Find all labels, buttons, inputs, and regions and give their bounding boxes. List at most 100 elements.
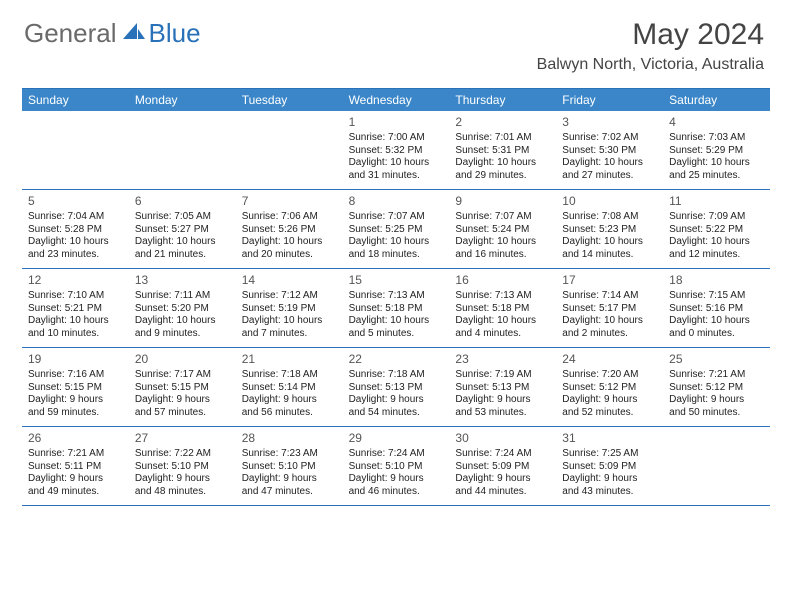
daylight-text-b: and 10 minutes. <box>28 328 123 341</box>
daylight-text-b: and 53 minutes. <box>455 407 550 420</box>
sunrise-text: Sunrise: 7:19 AM <box>455 369 550 382</box>
sunrise-text: Sunrise: 7:13 AM <box>349 290 444 303</box>
sunrise-text: Sunrise: 7:06 AM <box>242 211 337 224</box>
daylight-text-b: and 44 minutes. <box>455 486 550 499</box>
month-title: May 2024 <box>537 18 764 52</box>
logo: General Blue <box>24 18 201 49</box>
daylight-text-a: Daylight: 9 hours <box>135 473 230 486</box>
dayname-wednesday: Wednesday <box>343 89 450 111</box>
daylight-text-a: Daylight: 9 hours <box>349 473 444 486</box>
empty-cell <box>22 111 129 189</box>
sunset-text: Sunset: 5:18 PM <box>455 303 550 316</box>
day-number: 2 <box>455 115 550 130</box>
day-number: 1 <box>349 115 444 130</box>
daylight-text-b: and 29 minutes. <box>455 170 550 183</box>
daylight-text-a: Daylight: 10 hours <box>455 157 550 170</box>
daylight-text-b: and 57 minutes. <box>135 407 230 420</box>
daylight-text-a: Daylight: 9 hours <box>455 473 550 486</box>
dayname-thursday: Thursday <box>449 89 556 111</box>
daylight-text-b: and 0 minutes. <box>669 328 764 341</box>
dayname-saturday: Saturday <box>663 89 770 111</box>
sunrise-text: Sunrise: 7:23 AM <box>242 448 337 461</box>
daylight-text-b: and 5 minutes. <box>349 328 444 341</box>
daylight-text-b: and 48 minutes. <box>135 486 230 499</box>
sunrise-text: Sunrise: 7:12 AM <box>242 290 337 303</box>
empty-cell <box>663 427 770 505</box>
day-number: 30 <box>455 431 550 446</box>
day-number: 27 <box>135 431 230 446</box>
daylight-text-b: and 21 minutes. <box>135 249 230 262</box>
day-cell: 13Sunrise: 7:11 AMSunset: 5:20 PMDayligh… <box>129 269 236 347</box>
daylight-text-b: and 52 minutes. <box>562 407 657 420</box>
day-cell: 31Sunrise: 7:25 AMSunset: 5:09 PMDayligh… <box>556 427 663 505</box>
sunset-text: Sunset: 5:23 PM <box>562 224 657 237</box>
daylight-text-a: Daylight: 10 hours <box>455 236 550 249</box>
dayname-friday: Friday <box>556 89 663 111</box>
logo-text-blue: Blue <box>149 18 201 49</box>
daylight-text-b: and 20 minutes. <box>242 249 337 262</box>
daylight-text-b: and 54 minutes. <box>349 407 444 420</box>
day-cell: 7Sunrise: 7:06 AMSunset: 5:26 PMDaylight… <box>236 190 343 268</box>
day-cell: 19 Sunrise: 7:16 AMSunset: 5:15 PMDayligh… <box>22 348 129 426</box>
day-cell: 2Sunrise: 7:01 AMSunset: 5:31 PMDaylight… <box>449 111 556 189</box>
week-row: 26Sunrise: 7:21 AMSunset: 5:11 PMDayligh… <box>22 427 770 506</box>
sunset-text: Sunset: 5:15 PM <box>28 382 123 395</box>
day-number: 10 <box>562 194 657 209</box>
sunset-text: Sunset: 5:10 PM <box>349 461 444 474</box>
sunset-text: Sunset: 5:29 PM <box>669 145 764 158</box>
day-cell: 9Sunrise: 7:07 AMSunset: 5:24 PMDaylight… <box>449 190 556 268</box>
sunset-text: Sunset: 5:13 PM <box>455 382 550 395</box>
sunset-text: Sunset: 5:21 PM <box>28 303 123 316</box>
daylight-text-b: and 2 minutes. <box>562 328 657 341</box>
header-right: May 2024 Balwyn North, Victoria, Austral… <box>537 18 764 74</box>
daylight-text-b: and 50 minutes. <box>669 407 764 420</box>
sunrise-text: Sunrise: 7:10 AM <box>28 290 123 303</box>
sunrise-text: Sunrise: 7:15 AM <box>669 290 764 303</box>
daylight-text-a: Daylight: 10 hours <box>455 315 550 328</box>
daylight-text-b: and 31 minutes. <box>349 170 444 183</box>
sunrise-text: Sunrise: 7:08 AM <box>562 211 657 224</box>
sunrise-text: Sunrise: 7:22 AM <box>135 448 230 461</box>
daylight-text-a: Daylight: 9 hours <box>28 394 123 407</box>
daylight-text-a: Daylight: 10 hours <box>349 157 444 170</box>
logo-sail-icon <box>121 21 147 46</box>
day-number: 28 <box>242 431 337 446</box>
day-number: 16 <box>455 273 550 288</box>
sunset-text: Sunset: 5:30 PM <box>562 145 657 158</box>
day-number: 12 <box>28 273 123 288</box>
day-number: 13 <box>135 273 230 288</box>
dayname-sunday: Sunday <box>22 89 129 111</box>
day-number: 17 <box>562 273 657 288</box>
sunset-text: Sunset: 5:18 PM <box>349 303 444 316</box>
day-cell: 28Sunrise: 7:23 AMSunset: 5:10 PMDayligh… <box>236 427 343 505</box>
day-cell: 27Sunrise: 7:22 AMSunset: 5:10 PMDayligh… <box>129 427 236 505</box>
sunrise-text: Sunrise: 7:14 AM <box>562 290 657 303</box>
day-cell: 10Sunrise: 7:08 AMSunset: 5:23 PMDayligh… <box>556 190 663 268</box>
day-cell: 25Sunrise: 7:21 AMSunset: 5:12 PMDayligh… <box>663 348 770 426</box>
day-number: 9 <box>455 194 550 209</box>
day-cell: 17Sunrise: 7:14 AMSunset: 5:17 PMDayligh… <box>556 269 663 347</box>
daylight-text-b: and 18 minutes. <box>349 249 444 262</box>
sunrise-text: Sunrise: 7:07 AM <box>349 211 444 224</box>
day-number: 24 <box>562 352 657 367</box>
daylight-text-a: Daylight: 9 hours <box>562 394 657 407</box>
sunset-text: Sunset: 5:16 PM <box>669 303 764 316</box>
sunrise-text: Sunrise: 7:16 AM <box>28 369 123 382</box>
day-number: 15 <box>349 273 444 288</box>
sunset-text: Sunset: 5:19 PM <box>242 303 337 316</box>
daylight-text-a: Daylight: 9 hours <box>349 394 444 407</box>
sunrise-text: Sunrise: 7:18 AM <box>242 369 337 382</box>
week-row: 19Sunrise: 7:16 AMSunset: 5:15 PMDayligh… <box>22 348 770 427</box>
day-cell: 14Sunrise: 7:12 AMSunset: 5:19 PMDayligh… <box>236 269 343 347</box>
daylight-text-a: Daylight: 10 hours <box>349 315 444 328</box>
sunset-text: Sunset: 5:31 PM <box>455 145 550 158</box>
empty-cell <box>236 111 343 189</box>
daylight-text-b: and 23 minutes. <box>28 249 123 262</box>
daylight-text-a: Daylight: 10 hours <box>242 315 337 328</box>
day-cell: 11Sunrise: 7:09 AMSunset: 5:22 PMDayligh… <box>663 190 770 268</box>
day-number: 19 <box>28 352 123 367</box>
sunrise-text: Sunrise: 7:05 AM <box>135 211 230 224</box>
sunrise-text: Sunrise: 7:18 AM <box>349 369 444 382</box>
daylight-text-a: Daylight: 9 hours <box>455 394 550 407</box>
sunset-text: Sunset: 5:24 PM <box>455 224 550 237</box>
